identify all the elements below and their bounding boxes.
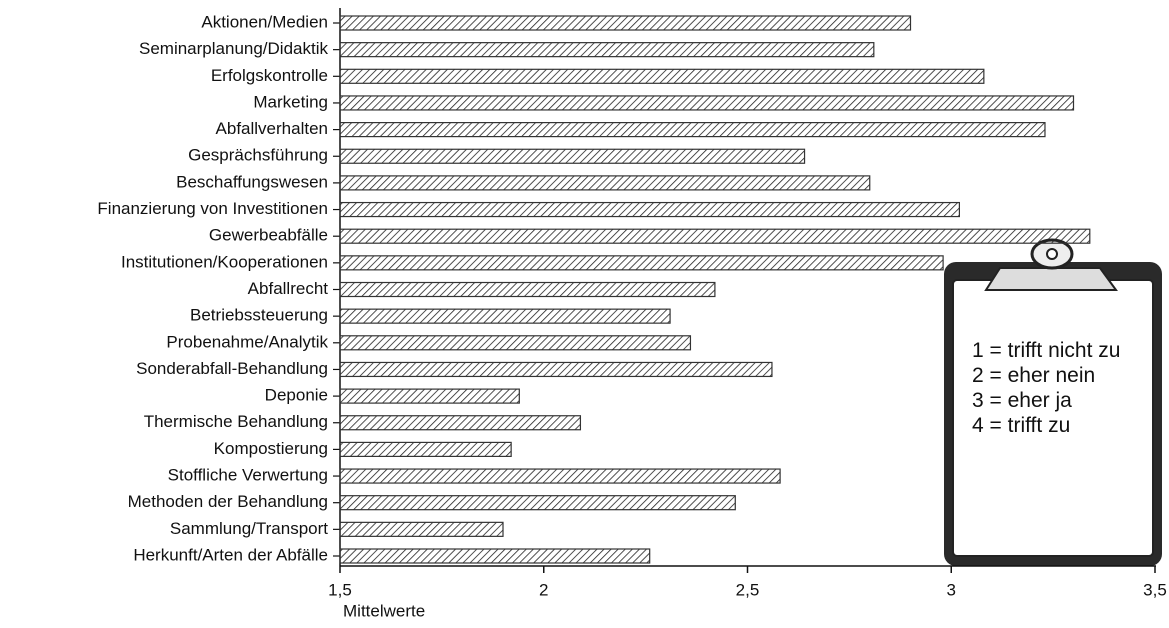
y-tick-label: Gewerbeabfälle <box>209 226 328 245</box>
y-tick-label: Thermische Behandlung <box>144 412 328 431</box>
bar <box>340 336 690 350</box>
bar <box>340 123 1045 137</box>
y-tick-label: Betriebssteuerung <box>190 306 328 325</box>
y-tick-label: Erfolgskontrolle <box>211 66 328 85</box>
bar <box>340 522 503 536</box>
bar <box>340 389 519 403</box>
y-tick-label: Herkunft/Arten der Abfälle <box>133 545 328 564</box>
bar <box>340 16 911 30</box>
x-tick-label: 1,5 <box>328 580 352 599</box>
bar <box>340 96 1074 110</box>
bar <box>340 43 874 57</box>
legend-entry: 3 = eher ja <box>972 388 1152 413</box>
legend-entry: 1 = trifft nicht zu <box>972 338 1152 363</box>
x-axis-title: Mittelwerte <box>343 601 425 620</box>
bar <box>340 283 715 297</box>
x-tick-label: 2,5 <box>736 580 760 599</box>
x-tick-label: 2 <box>539 580 548 599</box>
y-tick-label: Stoffliche Verwertung <box>168 466 328 485</box>
legend-entry: 2 = eher nein <box>972 363 1152 388</box>
bar <box>340 362 772 376</box>
y-tick-label: Sonderabfall-Behandlung <box>136 359 328 378</box>
bar <box>340 469 780 483</box>
x-tick-label: 3 <box>947 580 956 599</box>
y-tick-label: Beschaffungswesen <box>176 172 328 191</box>
bar <box>340 416 580 430</box>
page: {"chart_data": {"type": "bar", "orientat… <box>0 0 1169 628</box>
legend-entry: 4 = trifft zu <box>972 413 1152 438</box>
y-tick-label: Gesprächsführung <box>188 146 328 165</box>
y-tick-label: Deponie <box>265 386 328 405</box>
bar <box>340 549 650 563</box>
y-tick-label: Kompostierung <box>214 439 328 458</box>
bar <box>340 229 1090 243</box>
x-tick-label: 3,5 <box>1143 580 1167 599</box>
y-tick-label: Aktionen/Medien <box>201 12 328 31</box>
bar <box>340 442 511 456</box>
y-tick-label: Marketing <box>253 92 328 111</box>
bar <box>340 496 735 510</box>
y-tick-label: Probenahme/Analytik <box>166 332 328 351</box>
chart: Mittelwerte 1,5 2 2,5 3 3,5 Aktionen/Medien Se… <box>0 0 1169 628</box>
bar <box>340 309 670 323</box>
bar <box>340 176 870 190</box>
y-tick-label: Abfallverhalten <box>216 119 328 138</box>
y-tick-label: Sammlung/Transport <box>170 519 328 538</box>
y-tick-label: Institutionen/Kooperationen <box>121 252 328 271</box>
y-tick-label: Methoden der Behandlung <box>128 492 328 511</box>
bar <box>340 149 805 163</box>
bar <box>340 256 943 270</box>
bar <box>340 69 984 83</box>
y-tick-label: Abfallrecht <box>248 279 329 298</box>
y-tick-label: Finanzierung von Investitionen <box>97 199 328 218</box>
bar <box>340 203 959 217</box>
y-tick-label: Seminarplanung/Didaktik <box>139 39 328 58</box>
